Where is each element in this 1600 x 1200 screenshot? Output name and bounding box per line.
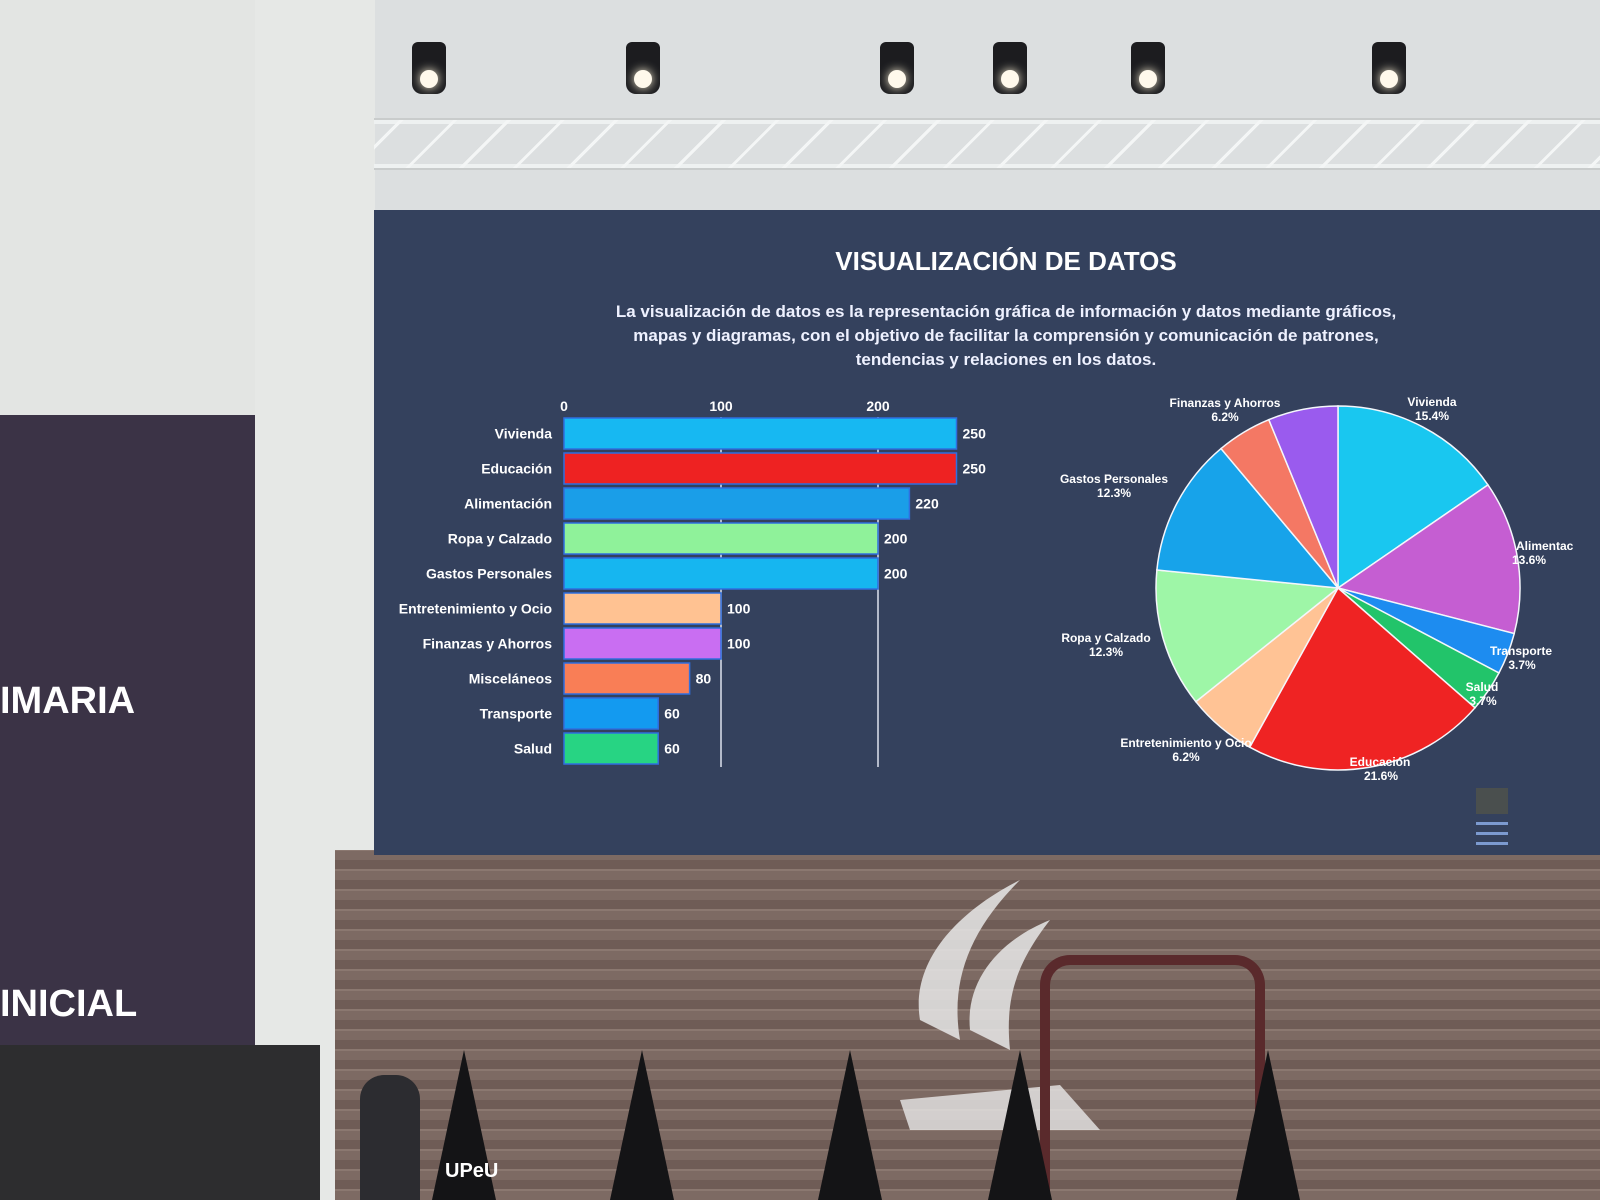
flag [1236,1050,1300,1200]
value-label: 100 [727,601,751,617]
pie-percent-label: 3.7% [1469,694,1497,708]
slide-description: La visualización de datos es la represen… [615,302,1397,369]
pie-slice [1155,569,1340,703]
pie-category-label: Ropa y Calzado [1061,631,1150,645]
projection-screen: VISUALIZACIÓN DE DATOS La visualización … [374,210,1600,855]
bar [563,627,722,660]
pie-percent-label: 6.2% [1211,410,1239,424]
pie-percent-label: 13.6% [1512,553,1546,567]
pie-percent-label: 12.3% [1089,645,1123,659]
category-label: Transporte [480,706,553,722]
bar [563,732,659,765]
flag [610,1050,674,1200]
brick-wall [335,850,1600,1200]
value-label: 60 [664,741,680,757]
bar [563,592,722,625]
category-label: Finanzas y Ahorros [423,636,553,652]
value-label: 100 [727,636,751,652]
bar [563,557,879,590]
category-label: Vivienda [495,426,553,442]
category-label: Salud [514,741,552,757]
category-label: Alimentación [464,496,552,512]
bar [563,662,691,695]
category-label: Gastos Personales [426,566,552,582]
bar [563,697,659,730]
flag [432,1050,496,1200]
pie-slice [1248,586,1477,771]
pie-category-label: Gastos Personales [1060,472,1168,486]
pie-chart: Vivienda15.4%Alimentac13.6%Transporte3.7… [1060,395,1574,783]
category-label: Entretenimiento y Ocio [399,601,552,617]
pie-slice [1267,405,1339,589]
value-label: 200 [884,566,908,582]
bar [563,452,958,485]
banner-text-top: IMARIA [0,680,136,722]
category-label: Misceláneos [469,671,552,687]
pie-percent-label: 3.7% [1508,658,1536,672]
plastic-chair [1040,955,1265,1200]
value-label: 80 [696,671,712,687]
pie-category-label: Finanzas y Ahorros [1170,396,1281,410]
stage-light [1372,42,1406,94]
pie-percent-label: 6.2% [1172,750,1200,764]
stage-light [880,42,914,94]
x-tick-label: 100 [709,398,733,414]
lighting-truss [374,118,1600,170]
flag-label: UPeU [445,1160,499,1182]
stage-light [412,42,446,94]
pie-slice [1336,483,1521,635]
stage-steps [0,1045,320,1200]
value-label: 250 [963,461,987,477]
bar-chart: 0 100 200 Vivienda 250 Educación 250 Alimentaci… [399,398,987,767]
stage-light [626,42,660,94]
side-banner: IMARIA INICIAL [0,415,255,1045]
stage-light [993,42,1027,94]
pie-category-label: Educación [1350,755,1411,769]
banner-text-bottom: INICIAL [0,983,138,1025]
bar [563,522,879,555]
flag [818,1050,882,1200]
pie-category-label: Vivienda [1407,395,1456,409]
value-label: 220 [915,496,939,512]
pie-slice [1156,447,1340,589]
bar [563,417,958,450]
x-tick-label: 200 [866,398,890,414]
pie-percent-label: 12.3% [1097,486,1131,500]
speaker-person [360,1075,420,1200]
category-label: Ropa y Calzado [448,531,552,547]
x-tick-label: 0 [560,398,568,414]
stage-light [1131,42,1165,94]
value-label: 60 [664,706,680,722]
flag [988,1050,1052,1200]
value-label: 250 [963,426,987,442]
bar [563,487,911,520]
pie-category-label: Transporte [1490,644,1552,658]
pie-percent-label: 21.6% [1364,769,1398,783]
slide-title: VISUALIZACIÓN DE DATOS [835,246,1177,276]
pie-category-label: Salud [1466,680,1499,694]
value-label: 200 [884,531,908,547]
category-label: Educación [481,461,552,477]
pie-category-label: Alimentac [1516,539,1574,553]
pie-slice [1337,405,1490,590]
corner-logo [1476,788,1508,845]
pie-percent-label: 15.4% [1415,409,1449,423]
pie-category-label: Entretenimiento y Ocio [1120,736,1251,750]
